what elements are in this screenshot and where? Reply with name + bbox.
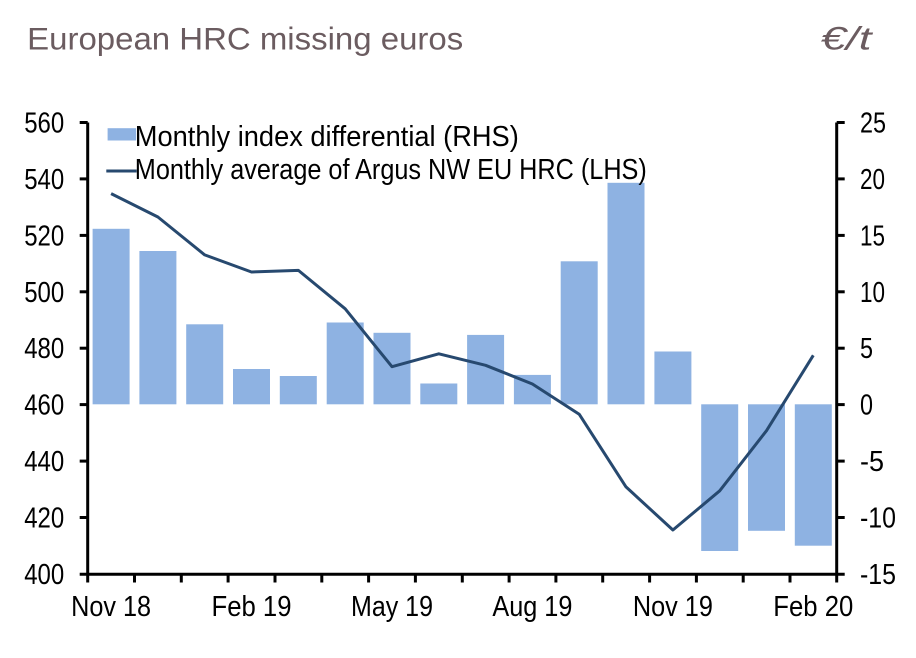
svg-text:440: 440: [24, 446, 64, 478]
svg-text:-15: -15: [860, 559, 896, 591]
svg-text:Monthly index differential (RH: Monthly index differential (RHS): [135, 121, 519, 153]
svg-text:10: 10: [860, 277, 885, 309]
svg-text:Aug 19: Aug 19: [492, 591, 572, 623]
svg-text:520: 520: [24, 220, 64, 252]
svg-text:€/t: €/t: [821, 21, 875, 57]
svg-text:Feb 20: Feb 20: [773, 591, 853, 623]
svg-text:Monthly average of Argus NW EU: Monthly average of Argus NW EU HRC (LHS): [135, 154, 647, 186]
svg-text:-10: -10: [860, 503, 896, 535]
svg-text:20: 20: [860, 164, 885, 196]
svg-text:15: 15: [860, 220, 885, 252]
svg-text:480: 480: [24, 333, 64, 365]
svg-text:European HRC missing euros: European HRC missing euros: [27, 21, 463, 57]
svg-text:May 19: May 19: [351, 591, 433, 623]
svg-text:400: 400: [24, 559, 64, 591]
svg-text:0: 0: [860, 390, 873, 422]
svg-text:-5: -5: [860, 446, 884, 478]
svg-text:460: 460: [24, 390, 64, 422]
svg-text:420: 420: [24, 503, 64, 535]
svg-text:Feb 19: Feb 19: [212, 591, 292, 623]
svg-text:540: 540: [24, 164, 64, 196]
svg-text:5: 5: [860, 333, 873, 365]
svg-text:Nov 19: Nov 19: [633, 591, 713, 623]
svg-text:560: 560: [24, 108, 64, 140]
svg-text:Nov 18: Nov 18: [71, 591, 151, 623]
svg-text:500: 500: [24, 277, 64, 309]
svg-text:25: 25: [860, 108, 886, 140]
